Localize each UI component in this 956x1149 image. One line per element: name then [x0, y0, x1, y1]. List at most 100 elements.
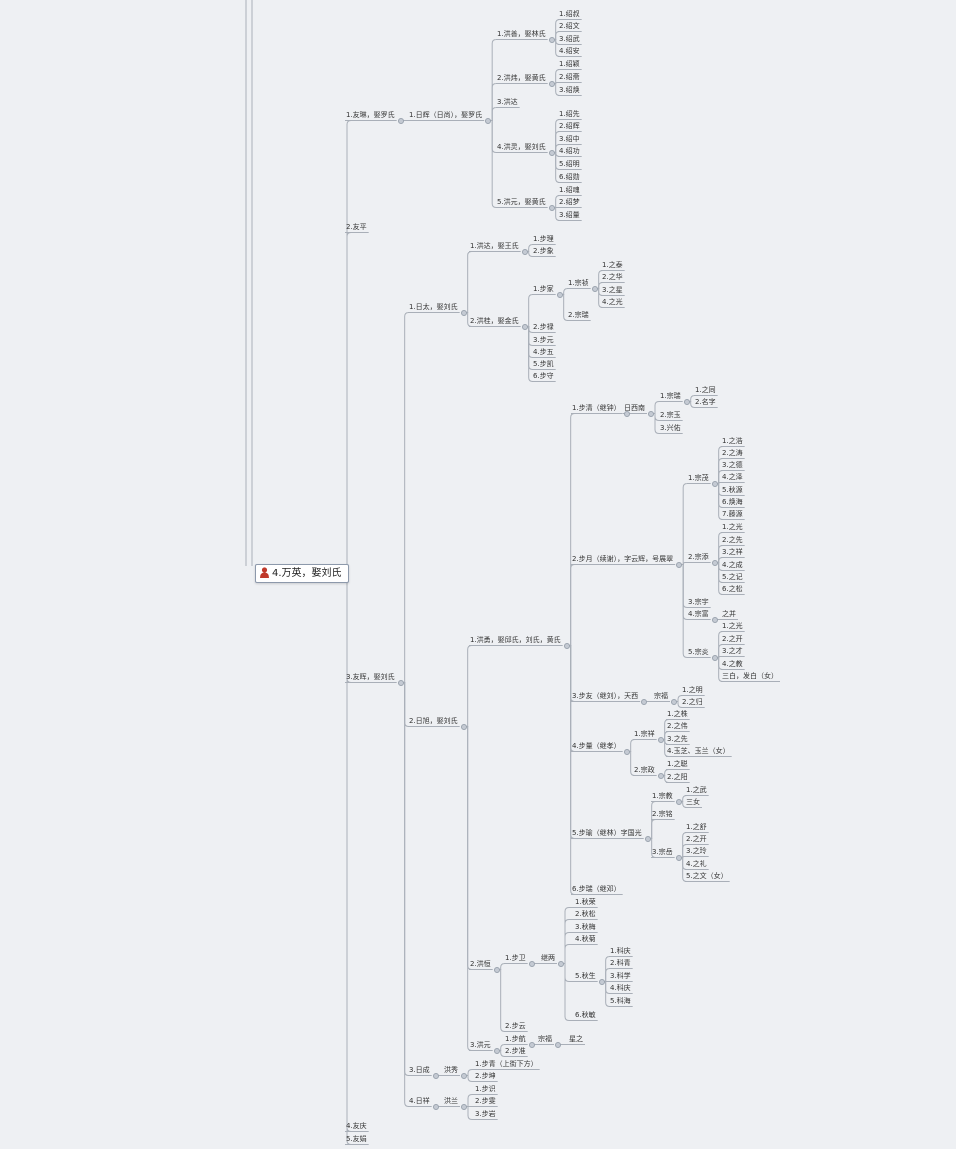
topic-node[interactable]: 1.之同	[695, 386, 716, 394]
collapse-toggle-icon[interactable]	[676, 562, 683, 568]
topic-node[interactable]: 1.绍颖	[559, 60, 580, 68]
collapse-toggle-icon[interactable]	[683, 399, 690, 405]
collapse-toggle-icon[interactable]	[641, 699, 648, 705]
topic-node[interactable]: 7.藤源	[722, 510, 743, 518]
topic-node[interactable]: 4.日祥	[409, 1097, 430, 1105]
topic-node[interactable]: 三白，发白（女）	[722, 672, 778, 680]
topic-node[interactable]: 2.名字	[695, 398, 716, 406]
topic-node[interactable]: 2.秋松	[575, 910, 596, 918]
topic-node[interactable]: 2.步象	[533, 247, 554, 255]
topic-node[interactable]: 1.洪勇，娶邱氏，刘氏，黄氏	[470, 636, 561, 644]
collapse-toggle-icon[interactable]	[432, 1104, 439, 1110]
collapse-toggle-icon[interactable]	[493, 1048, 500, 1054]
topic-node[interactable]: 1.洪善，娶林氏	[497, 30, 546, 38]
topic-node[interactable]: 1.之光	[722, 622, 743, 630]
topic-node[interactable]: 3.洪元	[470, 1041, 491, 1049]
collapse-toggle-icon[interactable]	[460, 310, 467, 316]
topic-node[interactable]: 三女	[686, 798, 700, 806]
topic-node[interactable]: 1.宗茂	[688, 474, 709, 482]
topic-node[interactable]: 2.之归	[682, 698, 703, 706]
collapse-toggle-icon[interactable]	[460, 724, 467, 730]
topic-node[interactable]: 2.洪炜，娶黄氏	[497, 74, 546, 82]
collapse-toggle-icon[interactable]	[548, 150, 555, 156]
collapse-toggle-icon[interactable]	[528, 1042, 535, 1048]
collapse-toggle-icon[interactable]	[647, 411, 654, 417]
topic-node[interactable]: 3.宗宇	[688, 598, 709, 606]
topic-node[interactable]: 4.秋菊	[575, 935, 596, 943]
collapse-toggle-icon[interactable]	[623, 749, 630, 755]
collapse-toggle-icon[interactable]	[493, 967, 500, 973]
topic-node[interactable]: 6.步瑞（继邓）	[572, 885, 621, 893]
topic-node[interactable]: 2.步雯	[475, 1097, 496, 1105]
topic-node[interactable]: 1.宗祯	[568, 279, 589, 287]
topic-node[interactable]: 2.之伟	[667, 722, 688, 730]
topic-node[interactable]: 星之	[569, 1035, 583, 1043]
topic-node[interactable]: 1.科庆	[610, 947, 631, 955]
collapse-toggle-icon[interactable]	[485, 118, 492, 124]
collapse-toggle-icon[interactable]	[711, 481, 718, 487]
topic-node[interactable]: 3.宗岳	[652, 848, 673, 856]
topic-node[interactable]: 2.步准	[505, 1047, 526, 1055]
topic-node[interactable]: 3.洪达	[497, 98, 518, 106]
topic-node[interactable]: 4.玉芝、玉兰（女）	[667, 747, 730, 755]
collapse-toggle-icon[interactable]	[711, 560, 718, 566]
topic-node[interactable]: 2.步云	[505, 1022, 526, 1030]
topic-node[interactable]: 1.之光	[722, 523, 743, 531]
topic-node[interactable]: 宗福	[538, 1035, 552, 1043]
topic-node[interactable]: 4.洪灵，娶刘氏	[497, 143, 546, 151]
topic-node[interactable]: 1.秋荣	[575, 898, 596, 906]
topic-node[interactable]: 2.之涛	[722, 449, 743, 457]
topic-node[interactable]: 1.洪达，娶王氏	[470, 242, 519, 250]
topic-node[interactable]: 5.洪元，娶黄氏	[497, 198, 546, 206]
topic-node[interactable]: 1.之浩	[722, 437, 743, 445]
topic-node[interactable]: 3.之星	[602, 286, 623, 294]
collapse-toggle-icon[interactable]	[460, 1073, 467, 1079]
topic-node[interactable]: 2.绍辉	[559, 122, 580, 130]
topic-node[interactable]: 2.之先	[722, 536, 743, 544]
topic-node[interactable]: 2.洪桂，娶金氏	[470, 317, 519, 325]
topic-node[interactable]: 2.宗政	[634, 766, 655, 774]
collapse-toggle-icon[interactable]	[563, 643, 570, 649]
topic-node[interactable]: 继两	[541, 954, 555, 962]
topic-node[interactable]: 宗福	[654, 692, 668, 700]
topic-node[interactable]: 洪兰	[444, 1097, 458, 1105]
topic-node[interactable]: 5.科海	[610, 997, 631, 1005]
collapse-toggle-icon[interactable]	[432, 1073, 439, 1079]
topic-node[interactable]: 日西南	[624, 404, 645, 412]
topic-node[interactable]: 之并	[722, 610, 736, 618]
topic-node[interactable]: 1.绍魂	[559, 186, 580, 194]
topic-node[interactable]: 3.秋梅	[575, 923, 596, 931]
topic-node[interactable]: 1.日太，娶刘氏	[409, 303, 458, 311]
topic-node[interactable]: 1.步航	[505, 1035, 526, 1043]
topic-node[interactable]: 2.科青	[610, 959, 631, 967]
collapse-toggle-icon[interactable]	[556, 292, 563, 298]
topic-node[interactable]: 5.步瑜（继林）字国光	[572, 829, 642, 837]
topic-node[interactable]: 2.洪恒	[470, 960, 491, 968]
topic-node[interactable]: 1.绍先	[559, 110, 580, 118]
topic-node[interactable]: 4.友庆	[346, 1122, 367, 1130]
collapse-toggle-icon[interactable]	[711, 617, 718, 623]
topic-node[interactable]: 5.绍明	[559, 160, 580, 168]
topic-node[interactable]: 3.绍焕	[559, 86, 580, 94]
topic-node[interactable]: 1.日辉（日尚），娶罗氏	[409, 111, 483, 119]
topic-node[interactable]: 3.之才	[722, 647, 743, 655]
topic-node[interactable]: 4.宗富	[688, 610, 709, 618]
topic-node[interactable]: 3.兴佑	[660, 424, 681, 432]
topic-node[interactable]: 2.之开	[686, 835, 707, 843]
collapse-toggle-icon[interactable]	[591, 286, 598, 292]
topic-node[interactable]: 1.步卫	[505, 954, 526, 962]
collapse-toggle-icon[interactable]	[675, 799, 682, 805]
topic-node[interactable]: 2.绍斋	[559, 73, 580, 81]
collapse-toggle-icon[interactable]	[548, 37, 555, 43]
collapse-toggle-icon[interactable]	[528, 961, 535, 967]
collapse-toggle-icon[interactable]	[397, 680, 404, 686]
topic-node[interactable]: 2.步坤	[475, 1072, 496, 1080]
root-node[interactable]: 4.万英，娶刘氏	[255, 564, 349, 583]
topic-node[interactable]: 3.科学	[610, 972, 631, 980]
topic-node[interactable]: 1.友琳，娶罗氏	[346, 111, 395, 119]
topic-node[interactable]: 3.友晖，娶刘氏	[346, 673, 395, 681]
topic-node[interactable]: 1.绍叔	[559, 10, 580, 18]
topic-node[interactable]: 4.绍安	[559, 47, 580, 55]
collapse-toggle-icon[interactable]	[657, 737, 664, 743]
topic-node[interactable]: 3.之先	[667, 735, 688, 743]
